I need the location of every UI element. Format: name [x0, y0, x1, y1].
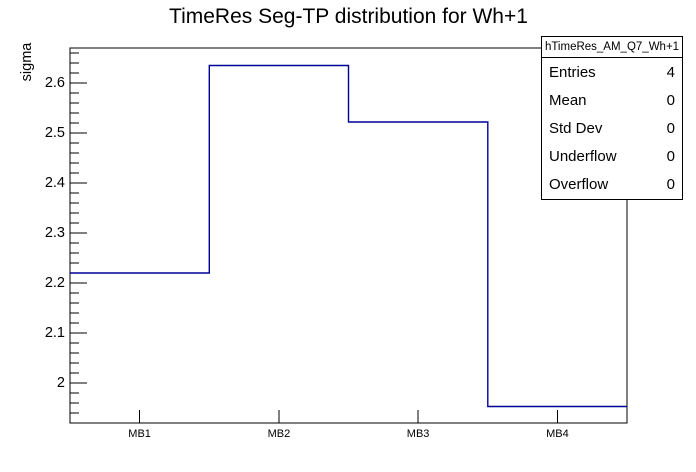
stats-label: Overflow — [549, 176, 609, 194]
stats-value: 0 — [666, 176, 675, 194]
stats-value: 0 — [666, 120, 675, 137]
stats-rows: Entries 4 Mean 0 Std Dev 0 Underflow 0 Overflow 0 — [542, 58, 682, 199]
y-tick-label: 2.2 — [44, 275, 65, 291]
y-tick-label: 2.6 — [44, 75, 65, 91]
stats-label: Std Dev — [549, 120, 603, 137]
y-tick-label: 2.1 — [44, 325, 65, 341]
x-tick-label: MB4 — [546, 428, 569, 440]
stats-row: Mean 0 — [542, 86, 682, 114]
y-tick-label: 2.4 — [44, 175, 65, 191]
stats-label: Underflow — [549, 148, 617, 166]
y-tick-label: 2.5 — [44, 125, 65, 141]
stats-row: Underflow 0 — [542, 143, 682, 171]
stats-row: Overflow 0 — [542, 171, 682, 199]
x-tick-label: MB3 — [406, 428, 430, 440]
stats-label: Mean — [549, 91, 587, 109]
stats-label: Entries — [549, 63, 596, 81]
stats-value: 0 — [666, 91, 675, 109]
x-tick-label: MB2 — [267, 428, 291, 440]
stats-value: 4 — [666, 63, 675, 81]
stats-box: hTimeRes_AM_Q7_Wh+1 Entries 4 Mean 0 Std Dev… — [541, 36, 683, 200]
x-axis-ticks — [139, 410, 558, 423]
stats-row: Entries 4 — [542, 58, 682, 86]
plot-title: TimeRes Seg-TP distribution for Wh+1 — [169, 5, 528, 28]
y-axis-ticks — [70, 52, 87, 414]
x-tick-label: MB1 — [128, 428, 151, 440]
histogram-line — [70, 64, 627, 408]
y-tick-label: 2 — [56, 375, 65, 391]
plot-frame — [69, 47, 628, 424]
stats-row: Std Dev 0 — [542, 114, 682, 142]
stats-box-title: hTimeRes_AM_Q7_Wh+1 — [542, 37, 682, 58]
y-tick-label: 2.3 — [44, 225, 65, 241]
stats-value: 0 — [666, 148, 675, 166]
